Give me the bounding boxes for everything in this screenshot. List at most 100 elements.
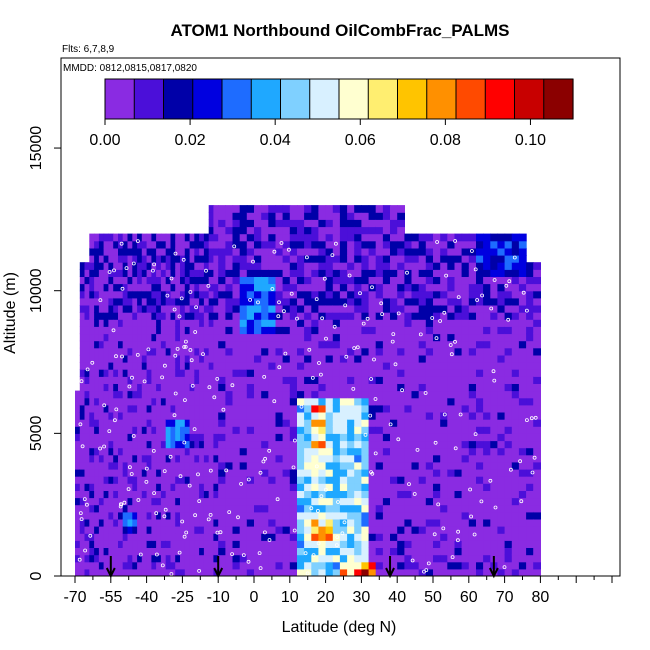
heatmap-cell	[332, 354, 341, 363]
heatmap-cell	[132, 390, 138, 399]
heatmap-cell	[511, 326, 520, 335]
heatmap-cell	[84, 490, 90, 499]
heatmap-cell	[476, 461, 484, 470]
heatmap-cell	[108, 454, 114, 463]
heatmap-cell	[347, 240, 355, 249]
heatmap-cell	[354, 362, 362, 370]
heatmap-cell	[511, 319, 520, 327]
heatmap-cell	[146, 540, 152, 548]
heatmap-cell	[404, 319, 413, 327]
heatmap-cell	[218, 511, 226, 520]
heatmap-cell	[184, 547, 191, 556]
heatmap-cell	[511, 497, 520, 506]
heatmap-cell	[156, 347, 162, 356]
heatmap-cell	[170, 283, 176, 292]
heatmap-cell	[146, 518, 152, 527]
heatmap-cell	[404, 305, 413, 313]
heatmap-cell	[390, 340, 398, 349]
sample-point	[88, 533, 93, 538]
heatmap-cell	[218, 205, 226, 213]
heatmap-cell	[108, 283, 114, 292]
heatmap-cell	[404, 483, 413, 491]
heatmap-cell	[468, 404, 477, 413]
heatmap-cell	[108, 233, 114, 242]
heatmap-cell	[325, 397, 334, 406]
heatmap-cell	[461, 568, 470, 576]
heatmap-cell	[275, 426, 284, 434]
heatmap-cell	[189, 283, 195, 292]
sample-point	[415, 447, 420, 452]
heatmap-cell	[208, 561, 215, 570]
heatmap-cell	[282, 547, 291, 556]
heatmap-cell	[127, 369, 133, 377]
heatmap-cell	[79, 419, 86, 427]
heatmap-cell	[184, 533, 191, 541]
heatmap-cell	[483, 233, 491, 242]
heatmap-cell	[511, 362, 520, 370]
heatmap-cell	[203, 490, 210, 499]
heatmap-cell	[180, 290, 186, 299]
heatmap-cell	[213, 283, 219, 292]
heatmap-cell	[203, 247, 210, 256]
heatmap-cell	[103, 340, 109, 349]
heatmap-cell	[425, 490, 434, 499]
heatmap-cell	[368, 283, 377, 292]
heatmap-cell	[311, 390, 320, 399]
colorbar-segment	[543, 79, 574, 119]
sample-point	[267, 448, 272, 453]
heatmap-cell	[146, 490, 152, 499]
heatmap-cell	[246, 504, 255, 513]
heatmap-cell	[382, 305, 391, 313]
heatmap-cell	[325, 369, 334, 377]
heatmap-cell	[382, 262, 391, 270]
sample-point	[135, 239, 140, 244]
heatmap-cell	[468, 347, 477, 356]
heatmap-cell	[325, 426, 334, 434]
heatmap-cell	[122, 511, 129, 520]
heatmap-cell	[141, 333, 148, 342]
heatmap-cell	[239, 212, 248, 220]
heatmap-cell	[526, 518, 534, 527]
heatmap-cell	[103, 497, 109, 506]
heatmap-cell	[483, 347, 491, 356]
heatmap-cell	[275, 404, 284, 413]
heatmap-cell	[375, 483, 384, 491]
heatmap-cell	[347, 390, 355, 399]
heatmap-cell	[461, 497, 470, 506]
sample-point	[197, 569, 202, 573]
heatmap-cell	[137, 333, 143, 342]
x-axis-label: Latitude (deg N)	[282, 619, 397, 636]
heatmap-cell	[461, 383, 470, 392]
heatmap-cell	[122, 518, 129, 527]
heatmap-cell	[433, 526, 441, 534]
sample-point	[207, 385, 212, 390]
heatmap-cell	[141, 397, 148, 406]
heatmap-cell	[297, 262, 305, 270]
heatmap-cell	[332, 247, 341, 256]
heatmap-cell	[225, 461, 234, 470]
heatmap-cell	[397, 497, 405, 506]
heatmap-cell	[113, 533, 119, 541]
heatmap-cell	[526, 511, 534, 520]
heatmap-cell	[137, 561, 143, 570]
heatmap-cell	[425, 262, 434, 270]
heatmap-cell	[160, 533, 167, 541]
heatmap-cell	[311, 526, 320, 534]
sample-point	[196, 472, 200, 477]
heatmap-cell	[208, 390, 215, 399]
heatmap-cell	[108, 440, 114, 449]
heatmap-cell	[282, 247, 291, 256]
heatmap-cell	[132, 319, 138, 327]
heatmap-cell	[84, 483, 90, 491]
heatmap-cell	[199, 333, 205, 342]
heatmap-cell	[476, 469, 484, 477]
colorbar: 0.00 0.02 0.04 0.06 0.08 0.10	[89, 78, 574, 149]
heatmap-cell	[332, 390, 341, 399]
heatmap-cell	[275, 340, 284, 349]
heatmap-cell	[213, 340, 219, 349]
heatmap-cell	[89, 340, 95, 349]
heatmap-cell	[518, 333, 527, 342]
heatmap-cell	[433, 483, 441, 491]
heatmap-cell	[490, 247, 499, 256]
heatmap-cell	[146, 262, 152, 270]
